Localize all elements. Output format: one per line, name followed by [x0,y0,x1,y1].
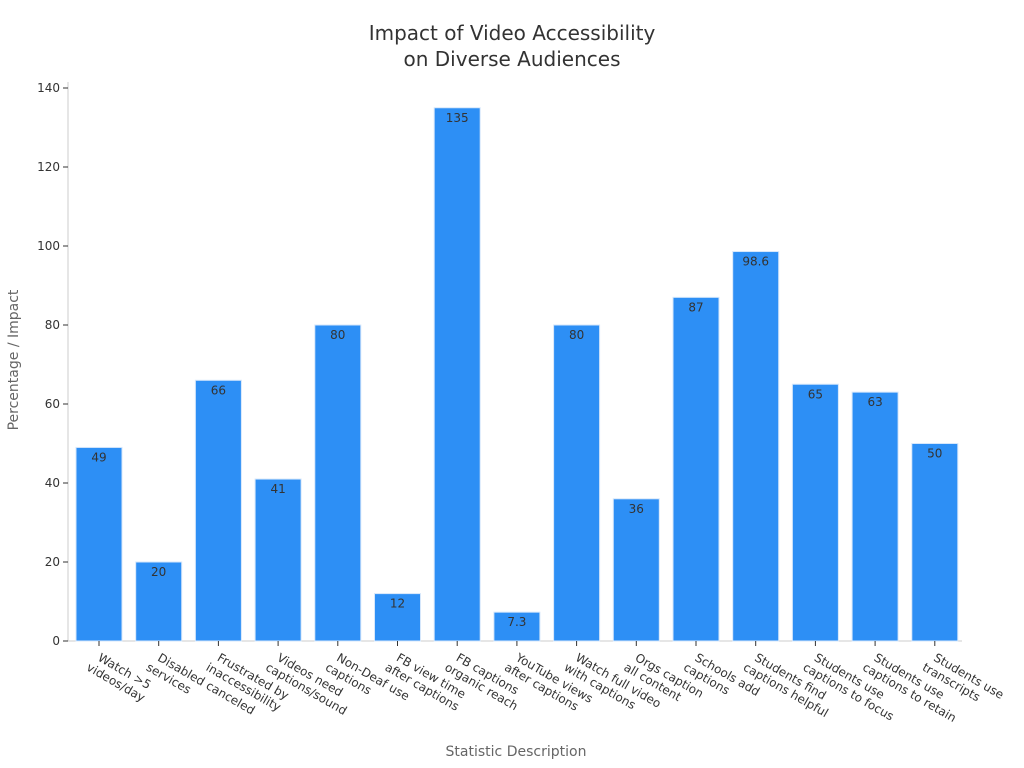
bar-value-label: 36 [629,502,644,516]
bar-value-label: 135 [446,111,469,125]
y-tick-label: 60 [45,397,60,411]
bars: 49 20 66 41 80 12 135 7.3 80 36 87 98.6 65 63 50 [75,107,959,642]
y-tick-label: 100 [37,239,60,253]
bar-value-label: 41 [270,482,285,496]
bar-value-label: 80 [330,328,345,342]
chart-title-line-2: on Diverse Audiences [404,47,621,71]
bar-value-label: 63 [867,395,882,409]
bar [254,478,302,642]
x-tick-label: Schools addcaptions [681,648,762,711]
x-tick-label: Watch >5videos/day [84,648,154,705]
bar-value-label: 66 [211,383,226,397]
y-tick-label: 140 [37,81,60,95]
bar [851,391,899,642]
y-tick-label: 80 [45,318,60,332]
bar-value-label: 87 [688,300,703,314]
bar-value-label: 12 [390,597,405,611]
bar-value-label: 7.3 [507,615,526,629]
bar [314,324,362,642]
chart-title-line-1: Impact of Video Accessibility [369,21,656,45]
bar-value-label: 98.6 [742,255,769,269]
bar [612,498,660,642]
y-ticks: 0 20 40 60 80 100 120 140 [37,81,68,648]
bar [433,107,481,642]
y-tick-label: 0 [52,634,60,648]
x-axis-label: Statistic Description [446,744,587,760]
bar [791,383,839,642]
bar-value-label: 65 [808,387,823,401]
bar [911,443,959,642]
bar [732,251,780,642]
bar-value-label: 20 [151,565,166,579]
bar [135,561,183,642]
bar [75,446,123,642]
bar-value-label: 49 [91,450,106,464]
y-tick-label: 20 [45,555,60,569]
bar-value-label: 50 [927,447,942,461]
x-ticks: Watch >5videos/day Disabled canceledservi… [84,641,1006,725]
bar [553,324,601,642]
y-axis-label: Percentage / Impact [6,289,22,430]
bar [374,593,421,642]
y-tick-label: 120 [37,160,60,174]
y-tick-label: 40 [45,476,60,490]
bar-value-label: 80 [569,328,584,342]
bar [672,296,720,642]
bar [194,379,242,642]
